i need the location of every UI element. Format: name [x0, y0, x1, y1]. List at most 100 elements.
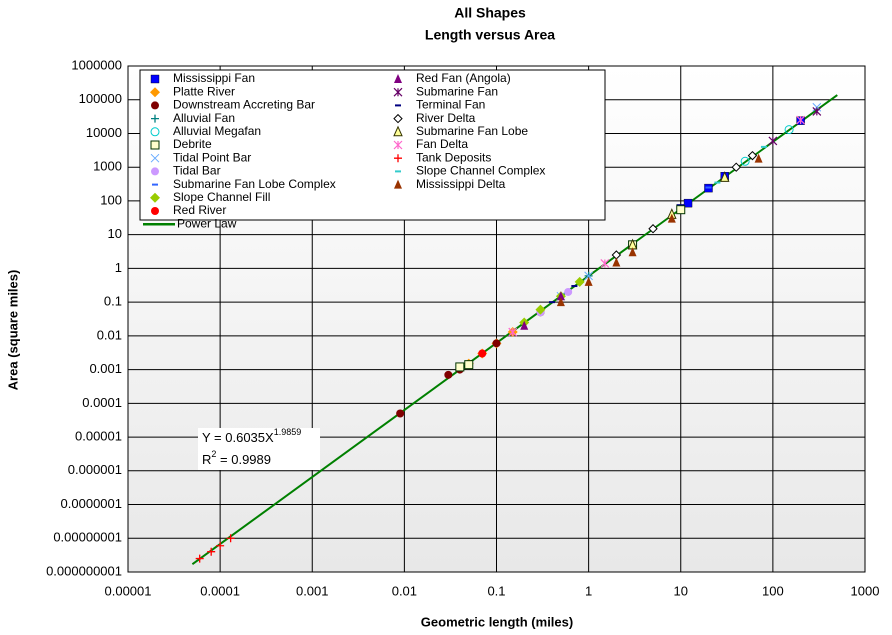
- x-tick-label: 0.0001: [200, 583, 240, 598]
- point: [731, 162, 741, 172]
- point: [676, 205, 686, 215]
- point: [394, 179, 402, 189]
- y-tick-label: 10000: [86, 125, 122, 140]
- y-tick-label: 0.001: [89, 361, 122, 376]
- legend-label: Red River: [173, 203, 226, 217]
- point: [150, 74, 160, 84]
- point: [226, 534, 235, 543]
- point: [768, 136, 778, 146]
- point: [574, 276, 585, 287]
- point: [556, 291, 565, 301]
- legend-label: Tidal Bar: [173, 164, 221, 178]
- annotation: Y = 0.6035X1.9859 R2 = 0.9989: [198, 427, 320, 470]
- point: [648, 224, 658, 234]
- point: [520, 320, 529, 330]
- legend-label: Platte River: [173, 84, 235, 98]
- legend-label: Mississippi Fan: [173, 71, 255, 85]
- legend-label: Tank Deposits: [416, 150, 491, 164]
- point: [683, 198, 693, 208]
- legend-label: Submarine Fan Lobe: [416, 124, 528, 138]
- legend-label: Submarine Fan: [416, 84, 498, 98]
- chart-subtitle: Length versus Area: [425, 27, 555, 43]
- point: [747, 150, 758, 161]
- x-tick-label: 1000: [851, 583, 880, 598]
- point: [584, 276, 593, 286]
- point: [393, 87, 403, 97]
- y-tick-label: 1000000: [71, 57, 122, 72]
- y-tick-label: 0.00001: [75, 429, 122, 444]
- y-tick-label: 1: [115, 260, 122, 275]
- point: [394, 74, 402, 83]
- r-part: R: [202, 452, 211, 467]
- y-tick-label: 1000: [93, 159, 122, 174]
- point: [151, 114, 159, 123]
- legend-label: Power Law: [177, 216, 237, 230]
- legend-label: River Delta: [416, 111, 476, 125]
- legend-label: Fan Delta: [416, 137, 468, 151]
- point: [535, 304, 546, 315]
- legend-label: Slope Channel Fill: [173, 190, 270, 204]
- y-tick-label: 100000: [79, 91, 122, 106]
- x-tick-label: 0.001: [296, 583, 329, 598]
- chart-title: All Shapes: [454, 5, 526, 21]
- legend-label: Slope Channel Complex: [416, 164, 545, 178]
- point: [564, 287, 573, 296]
- point: [396, 409, 405, 418]
- legend-label: Mississippi Delta: [416, 177, 506, 191]
- point: [150, 127, 160, 137]
- point: [478, 349, 487, 358]
- legend-label: Tidal Point Bar: [173, 150, 251, 164]
- y-tick-label: 0.000000001: [46, 563, 122, 578]
- point: [556, 297, 565, 307]
- y-tick-label: 100: [100, 192, 122, 207]
- y-tick-label: 0.0000001: [61, 496, 122, 511]
- point: [628, 247, 637, 257]
- legend-label: Alluvial Fan: [173, 111, 235, 125]
- point: [508, 327, 518, 337]
- point: [150, 140, 160, 150]
- point: [393, 140, 403, 150]
- point: [195, 554, 204, 563]
- point: [464, 360, 474, 370]
- y-tick-label: 0.01: [97, 327, 122, 342]
- equation-part: 1.9859: [274, 427, 302, 437]
- point: [740, 156, 750, 166]
- x-tick-label: 0.1: [487, 583, 505, 598]
- r-value: = 0.9989: [216, 452, 271, 467]
- x-tick-label: 0.01: [392, 583, 417, 598]
- point: [719, 171, 730, 182]
- x-tick-label: 100: [762, 583, 784, 598]
- point: [612, 257, 621, 267]
- point: [151, 101, 159, 110]
- x-tick-label: 1: [585, 583, 592, 598]
- point: [150, 153, 160, 163]
- x-tick-label: 10: [674, 583, 688, 598]
- point: [584, 271, 593, 281]
- annotation-box: [198, 428, 320, 470]
- point: [150, 192, 160, 203]
- point: [667, 213, 676, 223]
- legend-label: Terminal Fan: [416, 98, 485, 112]
- y-axis-label: Area (square miles): [5, 270, 20, 391]
- point: [812, 107, 822, 116]
- point: [393, 113, 403, 124]
- point: [216, 541, 225, 550]
- r-power: 2: [211, 449, 216, 459]
- point: [492, 339, 501, 348]
- x-axis-label: Geometric length (miles): [421, 614, 573, 629]
- legend-label: Alluvial Megafan: [173, 124, 261, 138]
- y-tick-label: 0.0001: [82, 395, 122, 410]
- point: [207, 547, 216, 556]
- y-tick-label: 0.000001: [68, 462, 122, 477]
- legend-label: Red Fan (Angola): [416, 71, 511, 85]
- point: [600, 259, 610, 268]
- point: [444, 370, 453, 379]
- point: [754, 153, 763, 163]
- y-tick-label: 0.1: [104, 294, 122, 309]
- point: [812, 102, 822, 112]
- legend-label: Submarine Fan Lobe Complex: [173, 177, 336, 191]
- point: [796, 115, 806, 125]
